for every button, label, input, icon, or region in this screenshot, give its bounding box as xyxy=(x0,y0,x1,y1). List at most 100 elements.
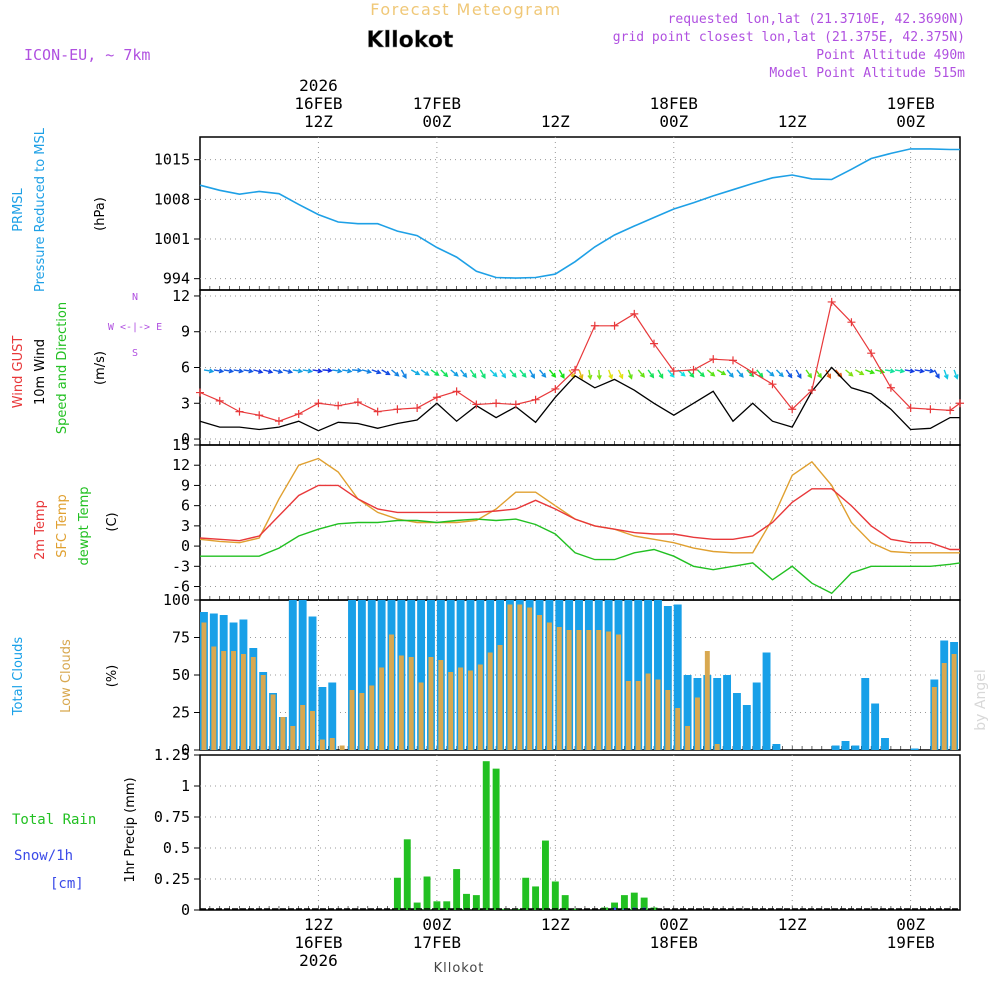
wind-arrow xyxy=(489,369,498,378)
bottom-time-label: 12Z xyxy=(304,915,333,934)
y-tick-label: 12 xyxy=(172,456,190,474)
gust-marker xyxy=(353,398,362,407)
gust-marker xyxy=(847,318,856,327)
wind-arrow-shaft xyxy=(272,369,282,373)
gust-marker xyxy=(314,399,323,408)
wind-arrow-head xyxy=(578,374,584,380)
low-cloud-bar xyxy=(931,687,937,750)
total-cloud-bar xyxy=(713,678,722,750)
wind-arrow-head xyxy=(357,367,363,373)
y-tick-label: 1015 xyxy=(154,151,190,169)
cloud-unit: (%) xyxy=(105,665,120,688)
low-cloud-bar xyxy=(694,697,700,750)
model-altitude: Model Point Altitude 515m xyxy=(769,66,965,81)
total-cloud-bar xyxy=(732,693,741,750)
wind-arrow-shaft xyxy=(381,369,390,375)
y-tick-label: 1 xyxy=(181,777,190,795)
low-cloud-bar xyxy=(359,693,365,750)
wind-arrow xyxy=(766,369,775,377)
wind-arrow-shaft xyxy=(884,369,895,373)
total-cloud-bar xyxy=(288,600,297,750)
panel-precip: 0 0.25 0.5 0.75 1 1.25 xyxy=(154,746,961,919)
wind-arrow xyxy=(627,369,633,380)
bottom-time-label: 18FEB xyxy=(650,933,698,952)
gust-marker xyxy=(511,400,520,409)
low-cloud-bar xyxy=(527,607,533,750)
wind-arrow xyxy=(716,369,727,376)
meteogram-title: Forecast Meteogram xyxy=(370,0,561,19)
wind-arrow-head xyxy=(453,371,459,377)
y-tick-label: 1008 xyxy=(154,190,190,208)
wind-arrow xyxy=(687,369,695,378)
top-time-label: 17FEB xyxy=(413,94,461,113)
panel-wind: 0 3 6 9 12 xyxy=(172,287,964,448)
gust-marker xyxy=(215,396,224,405)
bottom-time-label: 12Z xyxy=(778,915,807,934)
wind-arrow xyxy=(529,369,535,379)
wind-arrow-shaft xyxy=(904,369,914,373)
footer-location: Kllokot xyxy=(434,961,485,976)
wind-arrow-head xyxy=(769,371,775,377)
low-cloud-bar xyxy=(704,651,710,750)
total-cloud-bar xyxy=(831,745,840,750)
wind-arrow xyxy=(410,369,421,376)
wind-arrow xyxy=(726,369,734,378)
rain-bar xyxy=(492,768,500,910)
low-cloud-bar xyxy=(369,685,375,750)
wind-arrow-shaft xyxy=(430,369,439,376)
wind-arrow-head xyxy=(443,372,449,378)
gust-marker xyxy=(926,405,935,414)
top-time-label: 16FEB xyxy=(294,94,342,113)
low-cloud-bar xyxy=(556,627,562,750)
precip-label-cm: [cm] xyxy=(50,876,84,892)
wind-arrow xyxy=(519,369,527,378)
wind-arrow xyxy=(312,368,323,374)
temp-label-dewpt: dewpt Temp xyxy=(77,486,92,565)
rain-bar xyxy=(630,892,638,910)
gust-marker xyxy=(788,405,797,414)
y-tick-label: 50 xyxy=(172,666,190,684)
total-cloud-bar xyxy=(841,741,850,750)
top-time-label: 18FEB xyxy=(650,94,698,113)
y-tick-label: 0 xyxy=(181,537,190,555)
wind-arrow-shaft xyxy=(637,369,645,378)
wind-arrow-shaft xyxy=(657,369,664,379)
panel-frame xyxy=(199,754,961,911)
wind-arrow-head xyxy=(511,372,517,378)
gust-marker xyxy=(768,380,777,389)
requested-coords: requested lon,lat (21.3710E, 42.3690N) xyxy=(668,12,965,27)
wind-arrow-shaft xyxy=(253,369,263,373)
total-cloud-bar xyxy=(723,675,732,750)
wind-arrow-head xyxy=(669,372,675,378)
wind-arrow-shaft xyxy=(756,369,764,378)
low-cloud-bar xyxy=(487,652,493,750)
watermark: by Angel xyxy=(973,669,989,730)
wind-arrow-head xyxy=(228,368,235,374)
wind-arrow xyxy=(736,369,744,378)
low-cloud-bar xyxy=(408,657,414,750)
wind-arrow-head xyxy=(257,368,264,374)
low-cloud-bar xyxy=(448,672,454,750)
y-tick-label: 0.25 xyxy=(154,870,190,888)
wind-arrow-shaft xyxy=(855,369,864,375)
pressure-unit: (hPa) xyxy=(93,197,108,231)
wind-arrow-shaft xyxy=(865,369,874,374)
y-tick-label: 9 xyxy=(181,476,190,494)
wind-arrow-head xyxy=(807,373,813,379)
wind-arrow-shaft xyxy=(499,369,506,378)
wind-arrow-head xyxy=(277,368,284,374)
wind-arrow-head xyxy=(689,372,695,378)
temperature-labels: 2m Temp SFC Temp dewpt Temp (C) xyxy=(33,486,120,565)
wind-arrow-shaft xyxy=(469,369,477,378)
wind-arrow-shaft xyxy=(924,369,934,373)
gust-marker xyxy=(906,404,915,413)
rain-bar xyxy=(463,893,470,910)
wind-arrow xyxy=(361,368,373,374)
wind-arrow xyxy=(499,369,507,379)
wind-arrow-shaft xyxy=(943,369,948,379)
wind-arrow xyxy=(233,368,244,374)
wind-arrow-shaft xyxy=(361,369,371,373)
wind-arrow xyxy=(272,368,284,374)
wind-arrow xyxy=(509,369,517,378)
